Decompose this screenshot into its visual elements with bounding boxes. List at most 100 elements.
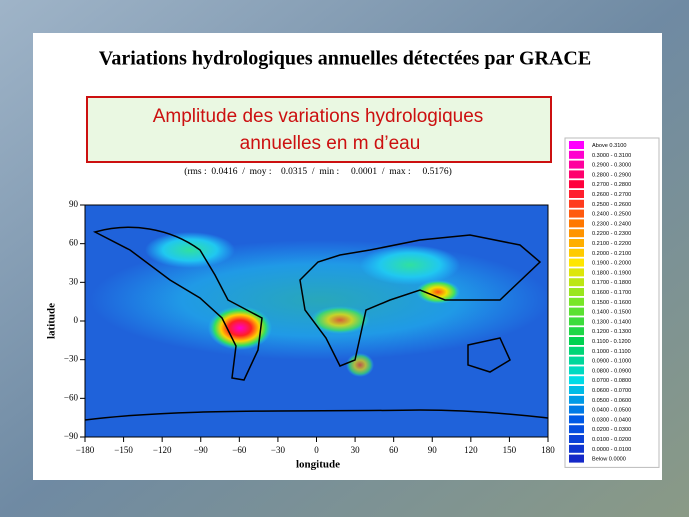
- x-tick-label: −30: [271, 445, 286, 455]
- legend-swatch: [569, 141, 584, 149]
- coastline: [299, 234, 542, 367]
- legend-label: 0.0000 - 0.0100: [592, 447, 631, 453]
- y-tick-label: −90: [64, 431, 79, 441]
- legend-swatch: [569, 356, 584, 365]
- legend-swatch: [569, 376, 584, 385]
- x-tick-label: 150: [503, 445, 517, 455]
- legend-swatch: [569, 268, 584, 277]
- legend-swatch: [569, 239, 584, 247]
- x-tick-label: 0: [314, 445, 319, 455]
- x-tick-label: 60: [389, 445, 399, 455]
- legend-swatch: [569, 160, 584, 169]
- legend-swatch: [569, 366, 584, 375]
- legend-label: 0.1400 - 0.1500: [592, 310, 631, 316]
- legend-swatch: [569, 248, 584, 257]
- legend-label: Below 0.0000: [592, 457, 626, 463]
- legend-swatch: [569, 327, 584, 336]
- legend-label: 0.2500 - 0.2600: [592, 202, 631, 208]
- legend-label: 0.0100 - 0.0200: [592, 437, 631, 443]
- map: [84, 204, 550, 438]
- coastline: [92, 226, 263, 381]
- y-tick-label: 90: [69, 199, 79, 209]
- legend-swatch: [569, 307, 584, 316]
- legend-label: 0.0800 - 0.0900: [592, 368, 631, 374]
- coastline: [467, 337, 511, 373]
- x-tick-label: −120: [153, 445, 172, 455]
- legend-label: 0.2400 - 0.2500: [592, 212, 631, 218]
- y-tick-label: −30: [64, 354, 79, 364]
- legend-swatch: [569, 209, 584, 218]
- subtitle-line: Amplitude des variations hydrologiques: [153, 106, 484, 127]
- legend-label: 0.2000 - 0.2100: [592, 251, 631, 257]
- legend-swatch: [569, 199, 584, 208]
- legend-label: 0.0600 - 0.0700: [592, 388, 631, 394]
- x-tick-label: 120: [464, 445, 478, 455]
- y-tick-label: 30: [69, 276, 79, 286]
- legend-label: 0.1000 - 0.1100: [592, 349, 631, 355]
- x-axis-label: longitude: [296, 459, 340, 471]
- legend-label: 0.2300 - 0.2400: [592, 221, 631, 227]
- legend-swatch: [569, 278, 584, 287]
- legend-label: 0.1500 - 0.1600: [592, 300, 631, 306]
- legend-swatch: [569, 425, 584, 434]
- legend-swatch: [569, 346, 584, 355]
- legend-swatch: [569, 435, 584, 443]
- map-field: [208, 306, 272, 350]
- legend-swatch: [569, 405, 584, 414]
- legend-label: 0.1700 - 0.1800: [592, 280, 631, 286]
- legend-label: 0.2100 - 0.2200: [592, 241, 631, 247]
- x-tick-label: 30: [351, 445, 361, 455]
- legend-label: 0.0900 - 0.1000: [592, 359, 631, 365]
- x-tick-label: −180: [76, 445, 95, 455]
- subtitle-line: annuelles en m d’eau: [240, 133, 421, 154]
- legend-swatch: [569, 219, 584, 228]
- legend-label: 0.3000 - 0.3100: [592, 153, 631, 159]
- map-field: [360, 245, 460, 285]
- x-tick-label: 180: [541, 445, 555, 455]
- legend-swatch: [569, 190, 584, 198]
- y-tick-label: 60: [69, 238, 79, 248]
- title: Variations hydrologiques annuelles détec…: [99, 48, 591, 70]
- legend-label: 0.2200 - 0.2300: [592, 231, 631, 237]
- legend-swatch: [569, 258, 584, 267]
- legend-label: 0.0400 - 0.0500: [592, 408, 631, 414]
- map-field: [145, 232, 235, 268]
- legend-swatch: [569, 444, 584, 453]
- legend-swatch: [569, 415, 584, 424]
- legend-swatch: [569, 337, 584, 345]
- legend-label: 0.2700 - 0.2800: [592, 182, 631, 188]
- x-tick-label: −150: [114, 445, 133, 455]
- legend-swatch: [569, 180, 584, 189]
- coastline: [84, 409, 549, 421]
- legend-label: Above 0.3100: [592, 143, 627, 149]
- legend-label: 0.1300 - 0.1400: [592, 319, 631, 325]
- legend-label: 0.2800 - 0.2900: [592, 172, 631, 178]
- legend-swatch: [569, 386, 584, 394]
- legend-swatch: [569, 288, 584, 296]
- legend-label: 0.0300 - 0.0400: [592, 417, 631, 423]
- legend-label: 0.1200 - 0.1300: [592, 329, 631, 335]
- legend-swatch: [569, 229, 584, 238]
- x-tick-label: −90: [194, 445, 209, 455]
- map-field: [346, 353, 374, 377]
- map-field: [416, 280, 460, 304]
- x-tick-label: −60: [232, 445, 247, 455]
- legend-swatch: [569, 297, 584, 306]
- legend-label: 0.1100 - 0.1200: [592, 339, 631, 345]
- legend-label: 0.0500 - 0.0600: [592, 398, 631, 404]
- legend-swatch: [569, 454, 584, 463]
- legend-label: 0.0200 - 0.0300: [592, 427, 631, 433]
- y-tick-label: −60: [64, 392, 79, 402]
- legend-label: 0.2600 - 0.2700: [592, 192, 631, 198]
- legend-label: 0.2900 - 0.3000: [592, 163, 631, 169]
- y-axis-label: latitude: [46, 303, 58, 339]
- legend-swatch: [569, 150, 584, 159]
- stats: (rms : 0.0416 / moy : 0.0315 / min : 0.0…: [184, 166, 452, 177]
- legend-label: 0.0700 - 0.0800: [592, 378, 631, 384]
- legend-label: 0.1900 - 0.2000: [592, 261, 631, 267]
- y-tick-label: 0: [74, 315, 79, 325]
- legend-swatch: [569, 395, 584, 404]
- legend-label: 0.1600 - 0.1700: [592, 290, 631, 296]
- x-tick-label: 90: [428, 445, 438, 455]
